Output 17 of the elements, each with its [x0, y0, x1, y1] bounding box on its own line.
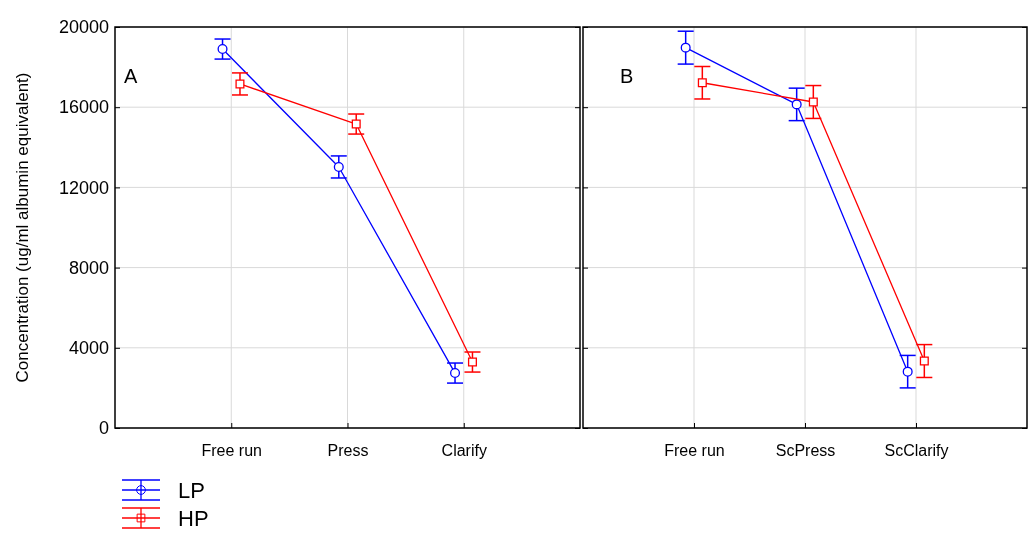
annotation: A	[124, 65, 138, 87]
y-tick-label: 8000	[68, 257, 109, 278]
x-tick-label: Free run	[664, 442, 725, 460]
y-tick-label: 20000	[58, 17, 109, 38]
y-tick-label: 4000	[68, 338, 109, 359]
y-tick-label: 0	[98, 418, 109, 439]
annotation: B	[620, 65, 634, 87]
x-tick-label: ScClarify	[884, 442, 949, 460]
y-tick-label: 16000	[58, 97, 109, 118]
x-tick-label: Free run	[201, 442, 262, 460]
x-tick-label: Press	[327, 442, 369, 460]
x-tick-label: Clarify	[441, 442, 487, 460]
legend-label: HP	[178, 506, 209, 531]
y-axis-title: Concentration (ug/ml albumin equivalent)	[13, 72, 32, 383]
x-tick-label: ScPress	[775, 442, 836, 460]
legend-label: LP	[178, 478, 205, 503]
y-tick-label: 12000	[58, 177, 109, 198]
